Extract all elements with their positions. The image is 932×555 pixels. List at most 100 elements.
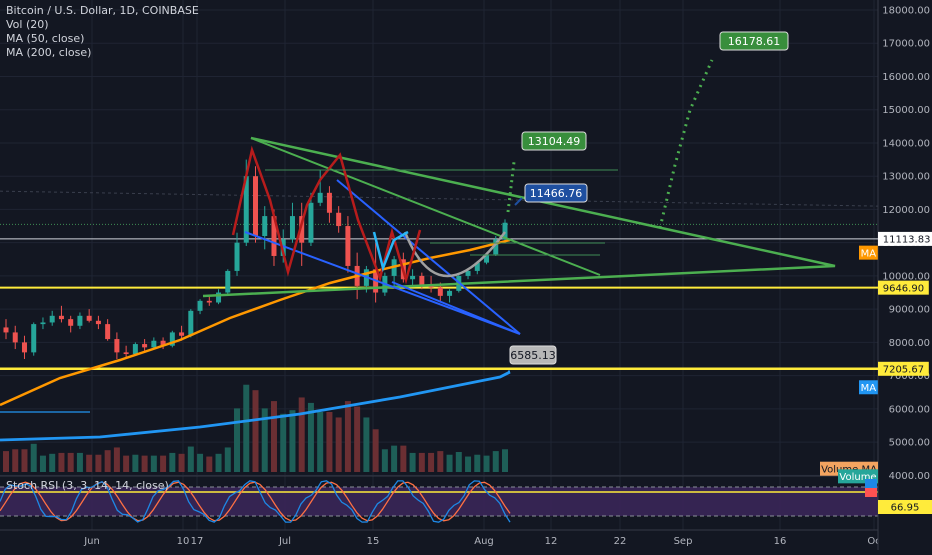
candle-body [447,290,453,296]
volume-bar [391,445,398,472]
volume-bar [169,452,176,472]
volume-bar [95,454,102,472]
volume-bar [113,447,120,472]
volume-bar [326,412,333,472]
callout-text: 11466.76 [530,187,583,200]
volume-bar [215,453,222,472]
y-tick-label: 15000.00 [882,105,930,116]
price-label-MA: MA [859,380,878,395]
price-label-text: Volume [839,472,876,483]
volume-bar [455,452,462,472]
x-tick-label: 22 [614,536,627,547]
price-label-bg [878,361,929,376]
candle-body [243,176,249,243]
volume-bar [12,449,19,472]
candle-body [197,300,203,311]
price-label-bg [859,380,878,395]
candle-body [179,332,185,336]
price-label-text: 7205.67 [883,365,924,376]
stoch-value-bg [878,500,932,514]
candle-body [151,340,157,348]
y-tick-label: 7000.00 [889,371,930,382]
legend-volume: Vol (20) [6,18,49,31]
candle-body [308,202,314,243]
y-tick-label: 8000.00 [889,338,930,349]
volume-bar [428,452,435,472]
volume-bar [502,449,508,472]
volume-bar [39,455,46,472]
volume-bar [150,455,157,472]
volume-bar [197,453,204,472]
candle-body [410,275,416,280]
x-tick-label: 17 [191,536,204,547]
volume-bar [354,406,361,472]
candle-body [289,216,295,240]
volume-bar [187,446,194,472]
y-tick-label: 9000.00 [889,305,930,316]
volume-bar [363,417,370,472]
candle-body [299,216,305,243]
candle-body [206,300,212,303]
callout-box [524,183,588,203]
volume-bar [243,384,250,472]
volume-bars [3,384,508,472]
callout-11466.76: 11466.76 [524,183,588,203]
legend-title: Bitcoin / U.S. Dollar, 1D, COINBASE [6,4,199,17]
callout-box [719,31,789,51]
volume-bar [49,453,56,472]
candle-body [317,192,323,203]
volume-bar [261,408,268,472]
candle-body [12,332,18,343]
candle-body [40,322,46,325]
volume-bar [178,453,185,472]
candle-body [160,340,166,346]
volume-bar [289,410,296,472]
volume-bar [418,452,425,472]
volume-bar [67,452,74,472]
candle-body [225,270,231,293]
candle-body [95,320,101,325]
callout-text: 16178.61 [728,35,781,48]
y-axis-bg [878,0,932,550]
candle-body [493,239,499,255]
volume-bar [372,429,379,472]
candle-body [114,339,120,353]
candle-body [31,324,37,353]
candle-body [326,192,332,213]
price-label-bg [878,280,929,295]
price-label-text: 9646.90 [883,283,924,294]
candle-body [77,315,83,326]
volume-bar [335,417,342,472]
volume-bar [409,452,416,472]
triangle-inner-line [250,137,601,276]
volume-bar [132,454,139,472]
volume-bar [492,451,499,472]
candle-body [3,327,9,333]
y-tick-label: 16000.00 [882,72,930,83]
candle-body [428,285,434,288]
legend-ma200: MA (200, close) [6,46,92,59]
y-tick-label: 13000.00 [882,172,930,183]
x-axis-bg [0,530,932,550]
callout-13104.49: 13104.49 [521,131,587,151]
candle-body [484,254,490,263]
candle-body [271,216,277,256]
volume-bar [224,447,231,472]
candle-body [123,352,129,355]
x-tick-label: 16 [774,536,787,547]
callout-box [509,345,557,365]
volume-bar [86,454,93,472]
volume-bar [446,454,453,472]
candle-body [262,216,268,237]
candle-body [86,315,92,321]
volume-bar [252,390,259,472]
candle-body [419,275,425,286]
candle-body [105,324,111,340]
price-label-bg [878,231,932,246]
volume-bar [123,455,130,472]
candle-body [58,315,64,320]
candle-body [474,262,480,271]
volume-bar [30,443,37,472]
